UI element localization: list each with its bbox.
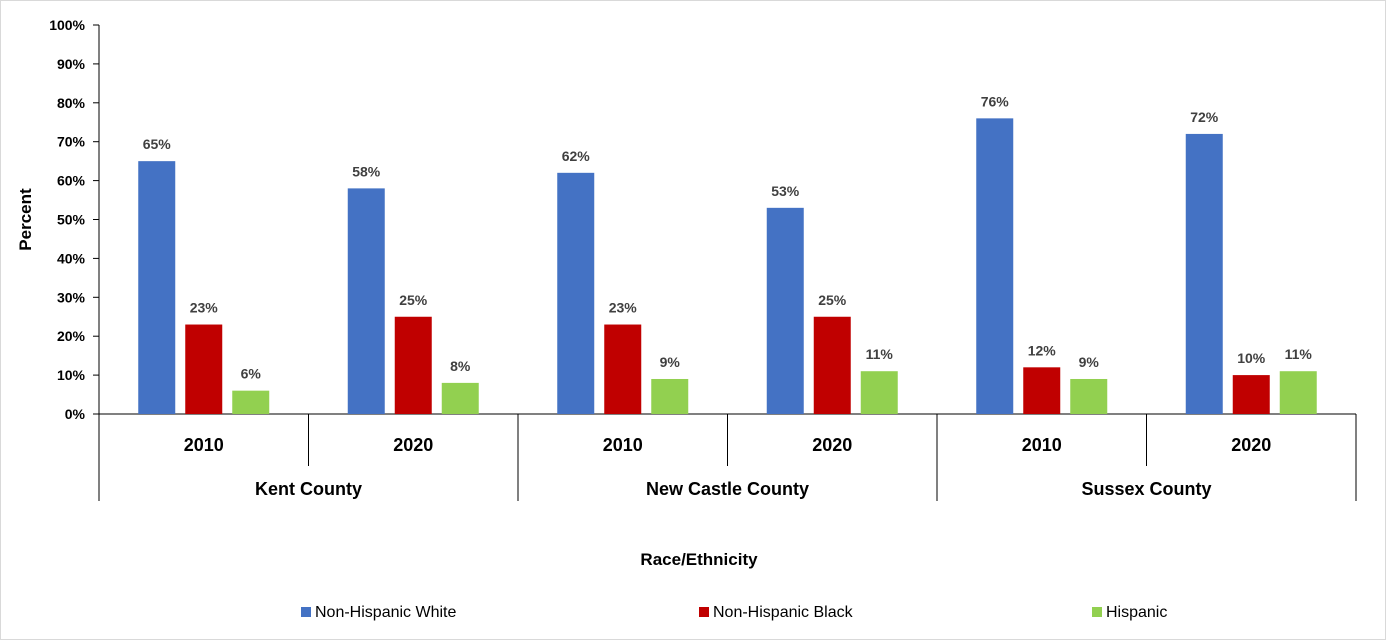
data-label: 6% bbox=[241, 366, 262, 382]
x-tick-label: 2010 bbox=[1022, 435, 1062, 455]
data-label: 72% bbox=[1190, 109, 1219, 125]
data-label: 23% bbox=[609, 300, 638, 316]
bar-hispanic bbox=[860, 371, 898, 414]
bar-non-hispanic-black bbox=[604, 324, 642, 414]
y-tick-label: 100% bbox=[49, 17, 85, 33]
bar-non-hispanic-white bbox=[976, 118, 1014, 415]
x-tick-label: 2020 bbox=[812, 435, 852, 455]
y-tick-label: 80% bbox=[57, 95, 86, 111]
y-tick-label: 30% bbox=[57, 289, 86, 305]
bar-non-hispanic-black bbox=[813, 316, 851, 414]
bars-layer bbox=[138, 118, 1317, 415]
group-label: Kent County bbox=[255, 479, 362, 499]
data-label: 53% bbox=[771, 183, 800, 199]
bar-non-hispanic-black bbox=[1023, 367, 1061, 414]
data-label: 9% bbox=[1079, 354, 1100, 370]
bar-non-hispanic-white bbox=[1185, 133, 1223, 415]
data-label: 58% bbox=[352, 163, 381, 179]
y-tick-label: 60% bbox=[57, 173, 86, 189]
bar-non-hispanic-white bbox=[138, 161, 176, 414]
legend: Non-Hispanic White Non-Hispanic Black Hisp… bbox=[301, 604, 1167, 621]
y-tick-label: 20% bbox=[57, 328, 86, 344]
bar-non-hispanic-black bbox=[394, 316, 432, 414]
data-label: 10% bbox=[1237, 350, 1266, 366]
x-tick-label: 2020 bbox=[393, 435, 433, 455]
legend-entry: Non-Hispanic Black bbox=[713, 604, 854, 621]
axes-layer: 0% 10% 20% 30% 40% 50% 60% 70% 80% 90% 100% bbox=[49, 17, 1357, 501]
data-label: 23% bbox=[190, 300, 219, 316]
data-label: 12% bbox=[1028, 342, 1057, 358]
bar-non-hispanic-white bbox=[766, 207, 804, 414]
legend-entry: Non-Hispanic White bbox=[315, 604, 456, 621]
y-tick-label: 90% bbox=[57, 56, 86, 72]
data-label: 11% bbox=[866, 346, 894, 362]
bar-non-hispanic-black bbox=[1232, 375, 1270, 414]
data-label: 76% bbox=[981, 93, 1010, 109]
data-label: 9% bbox=[660, 354, 681, 370]
x-tick-label: 2010 bbox=[603, 435, 643, 455]
group-label: Sussex County bbox=[1081, 479, 1211, 499]
bar-hispanic bbox=[651, 378, 689, 414]
y-tick-label: 10% bbox=[57, 367, 86, 383]
y-tick-label: 70% bbox=[57, 134, 86, 150]
data-label: 25% bbox=[818, 292, 847, 308]
legend-swatch bbox=[301, 607, 311, 617]
legend-swatch bbox=[699, 607, 709, 617]
data-label: 62% bbox=[562, 148, 591, 164]
legend-swatch bbox=[1092, 607, 1102, 617]
group-label: New Castle County bbox=[646, 479, 809, 499]
bar-hispanic bbox=[1070, 378, 1108, 414]
data-label: 11% bbox=[1285, 346, 1313, 362]
data-label: 65% bbox=[143, 136, 172, 152]
bar-hispanic bbox=[232, 390, 270, 414]
bar-non-hispanic-black bbox=[185, 324, 223, 414]
y-axis-label: Percent bbox=[16, 188, 35, 251]
bar-hispanic bbox=[1279, 371, 1317, 414]
y-tick-label: 50% bbox=[57, 212, 86, 228]
x-tick-label: 2010 bbox=[184, 435, 224, 455]
labels-layer: Percent 65% 23% 6% 2010 58% 25% 8% 2020 62% 23% 9% 2… bbox=[16, 93, 1312, 569]
x-tick-label: 2020 bbox=[1231, 435, 1271, 455]
y-tick-label: 0% bbox=[65, 406, 86, 422]
bar-non-hispanic-white bbox=[557, 172, 595, 414]
x-axis-label: Race/Ethnicity bbox=[640, 550, 758, 569]
y-tick-label: 40% bbox=[57, 250, 86, 266]
legend-entry: Hispanic bbox=[1106, 604, 1167, 621]
bar-non-hispanic-white bbox=[347, 188, 385, 414]
data-label: 25% bbox=[399, 292, 428, 308]
data-label: 8% bbox=[450, 358, 471, 374]
bar-hispanic bbox=[441, 382, 479, 414]
